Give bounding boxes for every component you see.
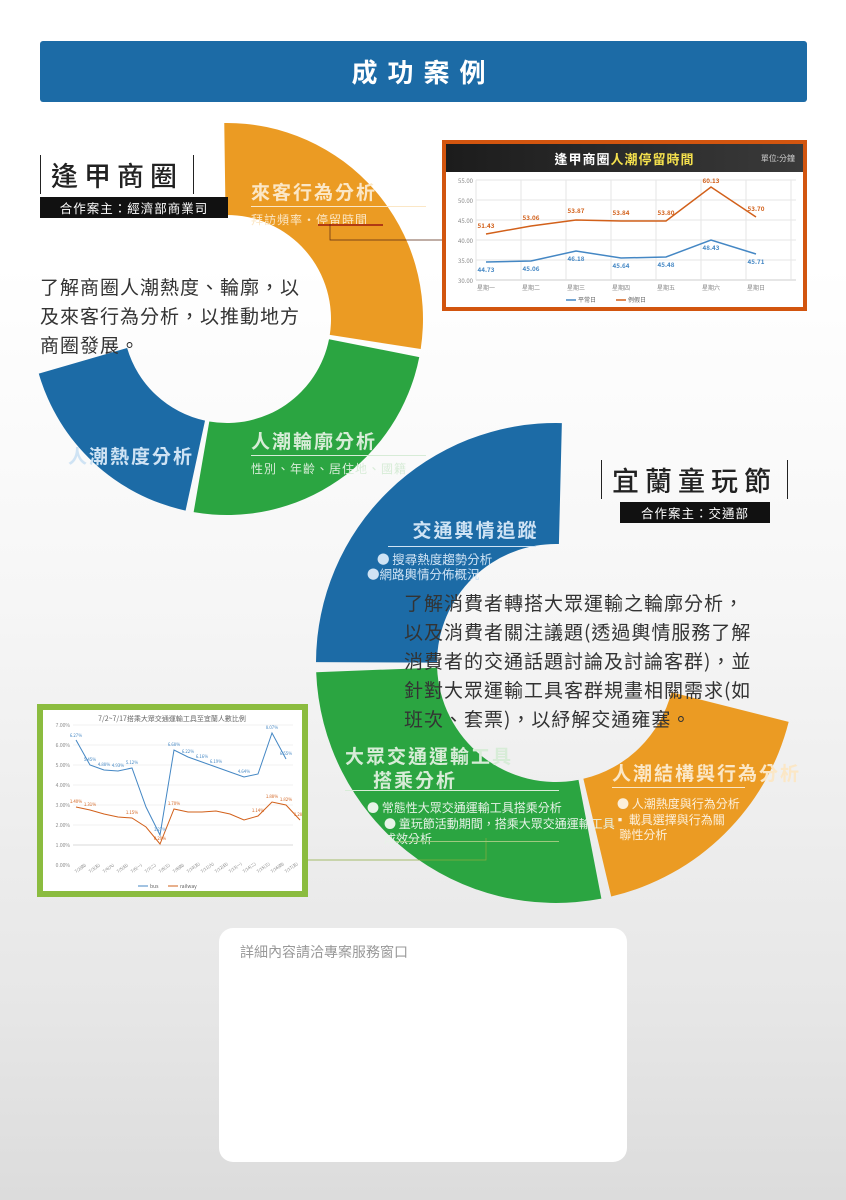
svg-text:1.31%: 1.31% bbox=[84, 802, 96, 808]
svg-text:5.00%: 5.00% bbox=[56, 762, 71, 769]
svg-text:45.71: 45.71 bbox=[748, 257, 765, 266]
svg-text:1.28%: 1.28% bbox=[294, 812, 302, 818]
svg-text:6.22%: 6.22% bbox=[182, 749, 194, 755]
svg-text:1.27%: 1.27% bbox=[154, 827, 166, 833]
svg-text:7/4(六): 7/4(六) bbox=[101, 862, 115, 875]
svg-text:平常日: 平常日 bbox=[578, 295, 596, 304]
svg-text:53.06: 53.06 bbox=[523, 213, 540, 222]
svg-text:7/2~7/17搭乘大眾交通運輸工具至宜蘭人數比例: 7/2~7/17搭乘大眾交通運輸工具至宜蘭人數比例 bbox=[98, 714, 246, 724]
svg-text:7/5(日): 7/5(日) bbox=[116, 862, 130, 874]
svg-text:7/14(二): 7/14(二) bbox=[242, 861, 258, 874]
svg-text:7/13(一): 7/13(一) bbox=[228, 861, 244, 874]
svg-text:1.00%: 1.00% bbox=[56, 842, 71, 849]
svg-text:星期六: 星期六 bbox=[702, 283, 720, 292]
svg-text:46.18: 46.18 bbox=[568, 254, 585, 263]
svg-text:星期二: 星期二 bbox=[522, 283, 540, 292]
svg-text:3.00%: 3.00% bbox=[56, 802, 71, 809]
svg-text:50.00: 50.00 bbox=[458, 196, 474, 205]
svg-text:4.00%: 4.00% bbox=[56, 782, 71, 789]
svg-text:6.27%: 6.27% bbox=[70, 733, 82, 739]
svg-text:53.80: 53.80 bbox=[658, 208, 675, 217]
svg-text:1.14%: 1.14% bbox=[252, 808, 264, 814]
svg-text:45.48: 45.48 bbox=[658, 260, 675, 269]
svg-text:53.84: 53.84 bbox=[613, 208, 630, 217]
svg-text:48.43: 48.43 bbox=[703, 243, 720, 252]
svg-text:1.40%: 1.40% bbox=[70, 799, 82, 805]
svg-text:例假日: 例假日 bbox=[628, 295, 646, 304]
svg-text:53.87: 53.87 bbox=[568, 206, 585, 215]
svg-text:4.93%: 4.93% bbox=[112, 763, 124, 769]
svg-text:星期四: 星期四 bbox=[612, 283, 630, 292]
svg-text:1.70%: 1.70% bbox=[168, 801, 180, 807]
svg-text:44.73: 44.73 bbox=[478, 265, 495, 274]
svg-text:8.07%: 8.07% bbox=[266, 725, 278, 731]
svg-text:0.00%: 0.00% bbox=[56, 862, 71, 869]
svg-text:35.00: 35.00 bbox=[458, 256, 474, 265]
svg-text:星期日: 星期日 bbox=[747, 283, 765, 292]
svg-text:7/11(六): 7/11(六) bbox=[199, 860, 215, 874]
svg-text:7/3(五): 7/3(五) bbox=[88, 862, 102, 874]
svg-text:7/6(一): 7/6(一) bbox=[130, 862, 144, 874]
svg-text:5.12%: 5.12% bbox=[126, 760, 138, 766]
svg-text:6.19%: 6.19% bbox=[210, 759, 222, 765]
svg-text:7/7(二): 7/7(二) bbox=[144, 862, 158, 874]
svg-text:7/2(四): 7/2(四) bbox=[74, 862, 88, 874]
svg-text:railway: railway bbox=[180, 883, 197, 890]
svg-text:6.55%: 6.55% bbox=[280, 751, 292, 757]
svg-text:45.64: 45.64 bbox=[613, 261, 630, 270]
svg-text:星期五: 星期五 bbox=[657, 283, 675, 292]
svg-text:4.64%: 4.64% bbox=[238, 769, 250, 775]
svg-text:51.43: 51.43 bbox=[478, 221, 495, 230]
svg-text:7.00%: 7.00% bbox=[56, 722, 71, 729]
svg-text:60.13: 60.13 bbox=[703, 176, 720, 185]
svg-text:5.45%: 5.45% bbox=[84, 757, 96, 763]
svg-text:45.06: 45.06 bbox=[523, 264, 540, 273]
svg-text:40.00: 40.00 bbox=[458, 236, 474, 245]
svg-text:7/16(四): 7/16(四) bbox=[270, 861, 286, 874]
svg-text:0.29%: 0.29% bbox=[154, 836, 166, 842]
svg-text:7/17(五): 7/17(五) bbox=[284, 861, 300, 874]
svg-text:星期三: 星期三 bbox=[567, 283, 585, 292]
svg-text:4.88%: 4.88% bbox=[98, 762, 110, 768]
svg-text:7/12(日): 7/12(日) bbox=[214, 861, 230, 874]
svg-text:7/9(四): 7/9(四) bbox=[172, 862, 186, 874]
svg-text:2.00%: 2.00% bbox=[56, 822, 71, 829]
svg-text:53.70: 53.70 bbox=[748, 204, 765, 213]
svg-text:6.68%: 6.68% bbox=[168, 742, 180, 748]
svg-text:星期一: 星期一 bbox=[477, 283, 495, 292]
svg-text:7/8(三): 7/8(三) bbox=[158, 862, 172, 874]
svg-text:55.00: 55.00 bbox=[458, 176, 474, 185]
svg-text:7/10(五): 7/10(五) bbox=[186, 861, 202, 874]
svg-text:45.00: 45.00 bbox=[458, 216, 474, 225]
svg-text:30.00: 30.00 bbox=[458, 276, 474, 285]
svg-text:6.16%: 6.16% bbox=[196, 754, 208, 760]
svg-text:1.82%: 1.82% bbox=[280, 797, 292, 803]
svg-text:1.15%: 1.15% bbox=[126, 810, 138, 816]
svg-text:bus: bus bbox=[150, 883, 159, 890]
svg-text:1.88%: 1.88% bbox=[266, 794, 278, 800]
svg-text:6.00%: 6.00% bbox=[56, 742, 71, 749]
svg-text:7/15(三): 7/15(三) bbox=[256, 861, 272, 874]
